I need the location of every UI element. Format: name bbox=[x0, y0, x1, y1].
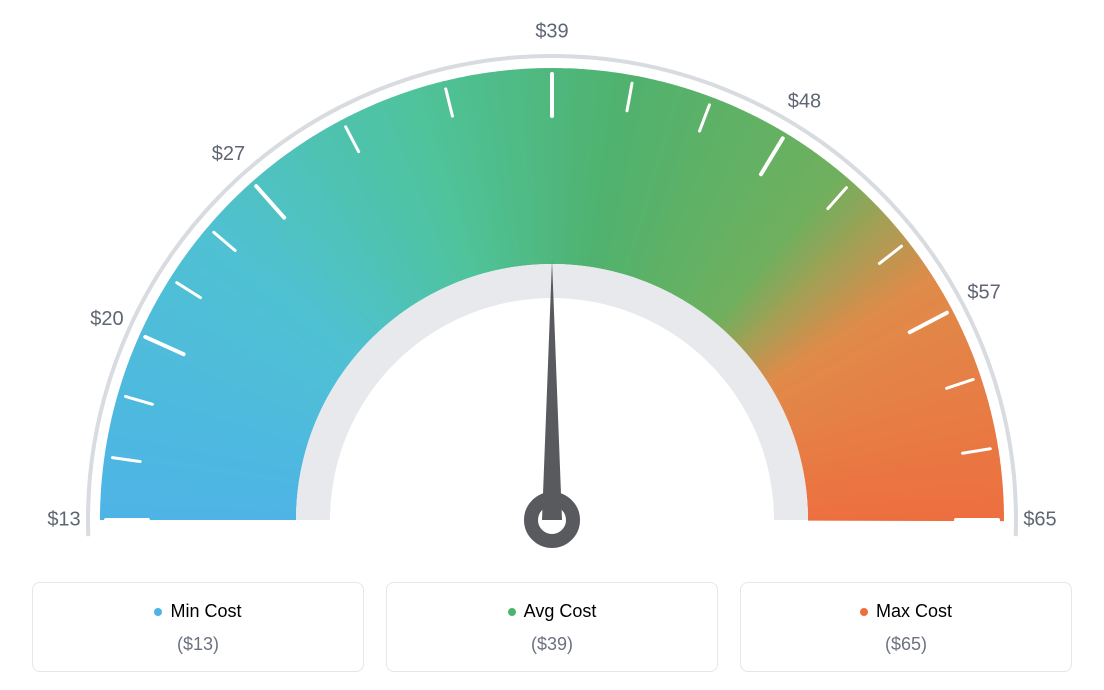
legend-avg-value: ($39) bbox=[397, 634, 707, 655]
legend-row: Min Cost ($13) Avg Cost ($39) Max Cost (… bbox=[32, 582, 1072, 672]
legend-card-avg: Avg Cost ($39) bbox=[386, 582, 718, 672]
tick-label: $48 bbox=[788, 91, 821, 113]
gauge-svg: $13 $20 $27 $39 $48 $57 $65 bbox=[22, 10, 1082, 570]
needle bbox=[542, 260, 562, 520]
legend-min-value: ($13) bbox=[43, 634, 353, 655]
cost-gauge: $13 $20 $27 $39 $48 $57 $65 bbox=[22, 10, 1082, 570]
tick-label: $27 bbox=[212, 143, 245, 165]
legend-max-value: ($65) bbox=[751, 634, 1061, 655]
legend-card-max: Max Cost ($65) bbox=[740, 582, 1072, 672]
tick-label: $13 bbox=[47, 508, 80, 530]
legend-min-label: Min Cost bbox=[154, 601, 241, 622]
tick-label: $39 bbox=[535, 20, 568, 42]
tick-label: $20 bbox=[90, 308, 123, 330]
tick-label: $57 bbox=[967, 281, 1000, 303]
legend-avg-label: Avg Cost bbox=[508, 601, 597, 622]
legend-max-label: Max Cost bbox=[860, 601, 952, 622]
legend-card-min: Min Cost ($13) bbox=[32, 582, 364, 672]
tick-label: $65 bbox=[1023, 508, 1056, 530]
